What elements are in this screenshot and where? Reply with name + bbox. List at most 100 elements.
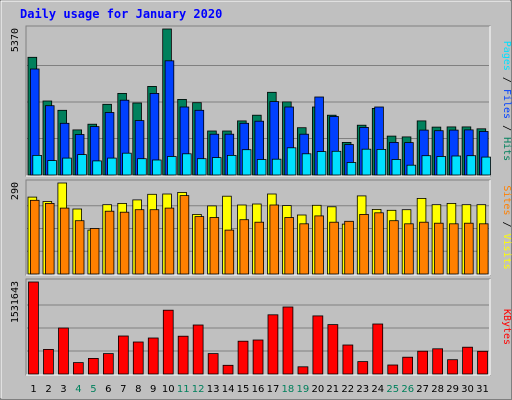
bar-kbytes-day-13: [207, 353, 219, 375]
day-label-19: 19: [297, 384, 310, 395]
bar-sites-day-15: [239, 219, 249, 275]
bar-pages-day-10: [167, 156, 177, 176]
bar-kbytes-day-28: [432, 348, 444, 375]
legend-part: Hits: [501, 137, 512, 161]
day-label-9: 9: [150, 384, 156, 395]
bar-kbytes-day-29: [447, 359, 458, 375]
bar-pages-day-1: [32, 154, 42, 176]
bar-pages-day-3: [62, 157, 72, 176]
bar-pages-day-23: [361, 148, 372, 176]
chart-title: Daily usage for January 2020: [20, 7, 222, 21]
day-label-23: 23: [356, 384, 369, 395]
day-label-29: 29: [446, 384, 459, 395]
bar-sites-day-7: [119, 211, 130, 275]
bar-sites-day-18: [284, 217, 294, 275]
bar-kbytes-day-10: [162, 309, 174, 375]
bar-sites-day-1: [29, 199, 40, 275]
bar-sites-day-10: [164, 207, 175, 275]
day-label-2: 2: [45, 384, 51, 395]
bar-pages-day-30: [466, 155, 476, 176]
chart-panels: 5370 Pages / Files / Hits 290 Sites / Visit…: [10, 25, 512, 376]
bar-kbytes-day-19: [297, 366, 309, 375]
bar-pages-day-17: [271, 158, 282, 176]
panel-1: 5370 Pages / Files / Hits: [10, 25, 512, 177]
bar-sites-day-20: [314, 215, 324, 275]
bar-sites-day-16: [254, 221, 264, 275]
legend-part: /: [501, 119, 512, 137]
day-label-4: 4: [75, 384, 81, 395]
bar-pages-day-6: [107, 157, 117, 176]
bar-pages-day-19: [301, 153, 312, 176]
bar-sites-day-17: [269, 204, 279, 275]
bar-pages-day-14: [226, 154, 237, 176]
bar-sites-day-28: [434, 222, 444, 275]
bar-kbytes-day-6: [103, 353, 114, 375]
bar-kbytes-day-12: [192, 324, 204, 375]
legend-part: Sites: [501, 185, 512, 215]
bar-sites-day-31: [478, 223, 489, 275]
day-label-12: 12: [192, 384, 205, 395]
day-label-5: 5: [90, 384, 96, 395]
bar-sites-day-27: [419, 221, 429, 275]
bar-pages-day-24: [376, 148, 387, 176]
bar-sites-day-8: [134, 209, 145, 275]
series-legend: Pages / Files / Hits: [501, 41, 512, 161]
axis-max-label: 290: [10, 182, 21, 200]
series-legend: Sites / Visits: [501, 185, 512, 269]
bar-pages-day-15: [241, 149, 252, 176]
bar-pages-day-18: [286, 147, 297, 176]
bar-sites-day-5: [89, 228, 100, 275]
bar-kbytes-day-21: [327, 324, 339, 375]
day-label-13: 13: [207, 384, 220, 395]
day-label-27: 27: [416, 384, 429, 395]
bar-pages-day-7: [122, 152, 132, 176]
bar-pages-day-25: [391, 159, 402, 176]
legend-part: Pages: [501, 41, 512, 71]
legend-part: Files: [501, 89, 512, 119]
bar-kbytes-day-30: [462, 346, 473, 375]
bar-sites-day-9: [149, 209, 160, 275]
bar-kbytes-day-15: [237, 340, 249, 375]
bar-kbytes-day-31: [477, 350, 488, 375]
day-label-22: 22: [341, 384, 354, 395]
bar-pages-day-11: [182, 153, 192, 176]
day-label-1: 1: [30, 384, 36, 395]
day-label-20: 20: [312, 384, 325, 395]
bar-kbytes-day-16: [252, 339, 264, 375]
bar-kbytes-day-1: [28, 281, 39, 375]
bar-pages-day-5: [92, 160, 102, 176]
bar-pages-day-9: [152, 159, 162, 176]
day-label-11: 11: [177, 384, 190, 395]
bar-sites-day-13: [209, 217, 220, 275]
day-label-18: 18: [282, 384, 295, 395]
bar-kbytes-day-5: [88, 357, 99, 375]
bar-sites-day-4: [74, 220, 85, 275]
day-label-31: 31: [476, 384, 489, 395]
bar-kbytes-day-24: [372, 323, 384, 375]
bar-pages-day-20: [316, 151, 327, 176]
bar-sites-day-21: [329, 221, 339, 275]
bar-pages-day-21: [331, 150, 342, 176]
day-label-25: 25: [386, 384, 399, 395]
day-label-6: 6: [105, 384, 111, 395]
legend-part: KBytes: [501, 309, 512, 345]
bar-sites-day-29: [449, 223, 459, 275]
bar-sites-day-12: [194, 216, 205, 275]
panel-3: 1531643 KBytes: [10, 278, 512, 376]
bar-pages-day-8: [137, 158, 147, 176]
legend-part: /: [501, 71, 512, 89]
day-label-16: 16: [252, 384, 265, 395]
axis-max-label: 1531643: [10, 281, 21, 323]
bar-pages-day-4: [77, 154, 87, 176]
legend-part: Visits: [501, 234, 512, 270]
day-label-8: 8: [135, 384, 141, 395]
bar-kbytes-day-2: [43, 348, 54, 375]
bar-kbytes-day-8: [132, 341, 144, 375]
bar-sites-day-19: [299, 223, 309, 275]
panel-2: 290 Sites / Visits: [10, 179, 512, 276]
bar-pages-day-22: [346, 162, 357, 176]
day-label-3: 3: [60, 384, 66, 395]
bar-sites-day-3: [59, 207, 70, 275]
bar-sites-day-24: [374, 212, 384, 275]
